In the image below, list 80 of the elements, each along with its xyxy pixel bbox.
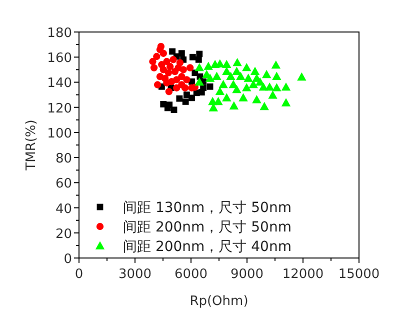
x-tick-label: 12000	[282, 267, 324, 282]
point	[229, 101, 239, 110]
y-tick-label: 160	[47, 51, 72, 66]
point	[173, 76, 180, 84]
point	[242, 62, 252, 72]
point	[252, 95, 262, 104]
point	[297, 72, 306, 81]
y-axis-title: TMR(%)	[24, 120, 39, 172]
legend-label: 间距 130nm，尺寸 50nm	[123, 200, 292, 216]
legend-label: 间距 200nm，尺寸 50nm	[123, 220, 292, 236]
point	[281, 98, 291, 106]
point	[165, 88, 173, 96]
point	[281, 82, 291, 91]
x-tick-label: 3000	[118, 267, 152, 282]
point	[264, 82, 274, 91]
x-axis-title: Rp(Ohm)	[190, 294, 248, 309]
point	[236, 72, 246, 80]
y-tick-label: 180	[47, 26, 72, 41]
point	[180, 66, 187, 74]
point	[178, 72, 186, 80]
x-tick-label: 6000	[174, 267, 208, 282]
y-tick-label: 140	[47, 76, 72, 92]
point	[160, 50, 167, 57]
point	[194, 62, 204, 72]
point	[158, 61, 166, 68]
point	[163, 79, 170, 86]
point	[226, 72, 236, 80]
point	[166, 102, 173, 108]
point	[189, 54, 196, 60]
point	[215, 86, 225, 96]
point	[178, 81, 186, 88]
point	[150, 64, 158, 72]
x-tick-label: 9000	[230, 267, 264, 282]
point	[166, 62, 174, 70]
point	[255, 77, 265, 86]
point	[232, 58, 242, 66]
y-tick-label: 120	[47, 101, 72, 116]
point	[271, 60, 281, 69]
y-tick-label: 80	[55, 152, 72, 167]
point	[244, 74, 253, 82]
point	[170, 56, 177, 64]
point	[222, 93, 232, 102]
point	[272, 72, 282, 80]
point	[262, 70, 272, 78]
point	[154, 81, 162, 88]
point	[153, 52, 160, 60]
legend-label: 间距 200nm，尺寸 40nm	[123, 239, 292, 255]
point	[242, 83, 252, 92]
point	[164, 69, 172, 76]
point	[238, 93, 248, 102]
point	[250, 66, 260, 75]
point	[200, 84, 207, 92]
point	[232, 66, 242, 75]
point	[195, 56, 202, 63]
point	[260, 102, 269, 110]
point	[182, 98, 189, 105]
point	[156, 72, 164, 80]
x-tick-label: 15000	[338, 267, 380, 282]
point	[206, 83, 214, 90]
point	[222, 60, 232, 68]
point	[268, 90, 278, 99]
point	[170, 106, 178, 114]
point	[184, 92, 190, 98]
point	[176, 95, 183, 102]
point	[208, 96, 218, 106]
point	[149, 58, 156, 66]
y-tick-label: 60	[55, 176, 72, 192]
y-tick-label: 40	[55, 202, 72, 217]
point	[212, 72, 222, 80]
point	[272, 83, 282, 92]
x-tick-label: 0	[74, 267, 84, 282]
point	[232, 84, 242, 94]
point	[169, 48, 176, 55]
point	[204, 62, 213, 70]
y-tick-label: 20	[55, 226, 72, 242]
y-tick-label: 100	[47, 126, 72, 142]
point	[194, 77, 204, 86]
point	[186, 64, 194, 72]
y-tick-label: 0	[64, 252, 72, 267]
point	[218, 80, 228, 88]
